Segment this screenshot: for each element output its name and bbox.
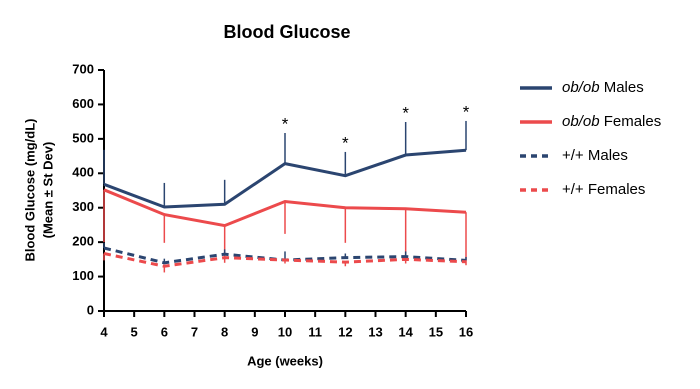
x-tick-label: 7 <box>191 324 198 339</box>
x-tick-label: 13 <box>368 324 382 339</box>
series-line <box>103 188 467 228</box>
y-tick-label: 0 <box>87 302 94 317</box>
y-tick-label: 400 <box>72 165 94 180</box>
x-axis-label: Age (weeks) <box>247 353 323 368</box>
legend-label: ob/ob Females <box>562 113 661 130</box>
annotation: * <box>463 102 470 121</box>
x-tick-label: 5 <box>131 324 138 339</box>
x-tick-label: 14 <box>398 324 413 339</box>
legend-label: ob/ob Males <box>562 79 644 96</box>
y-tick-label: 300 <box>72 199 94 214</box>
legend-label: +/+ Females <box>562 181 645 198</box>
x-tick-label: 11 <box>308 324 322 339</box>
x-tick-label: 15 <box>429 324 443 339</box>
y-axis-label: (Mean ± St Dev) <box>40 142 55 239</box>
y-axis-label: Blood Glucose (mg/dL) <box>22 119 37 262</box>
x-tick-label: 4 <box>100 324 108 339</box>
annotation: * <box>282 114 289 133</box>
x-tick-label: 9 <box>251 324 258 339</box>
x-tick-label: 16 <box>459 324 473 339</box>
y-tick-label: 600 <box>72 96 94 111</box>
x-tick-label: 8 <box>221 324 228 339</box>
annotation: * <box>402 103 409 122</box>
chart-title: Blood Glucose <box>223 22 350 42</box>
legend-label: +/+ Males <box>562 147 628 164</box>
y-tick-label: 700 <box>72 61 94 76</box>
y-tick-label: 500 <box>72 130 94 145</box>
x-tick-label: 10 <box>278 324 292 339</box>
series-line <box>103 148 467 209</box>
x-tick-label: 12 <box>338 324 352 339</box>
series-line <box>103 252 467 268</box>
y-tick-label: 100 <box>72 268 94 283</box>
x-tick-label: 6 <box>161 324 168 339</box>
annotation: * <box>342 133 349 152</box>
y-tick-label: 200 <box>72 234 94 249</box>
